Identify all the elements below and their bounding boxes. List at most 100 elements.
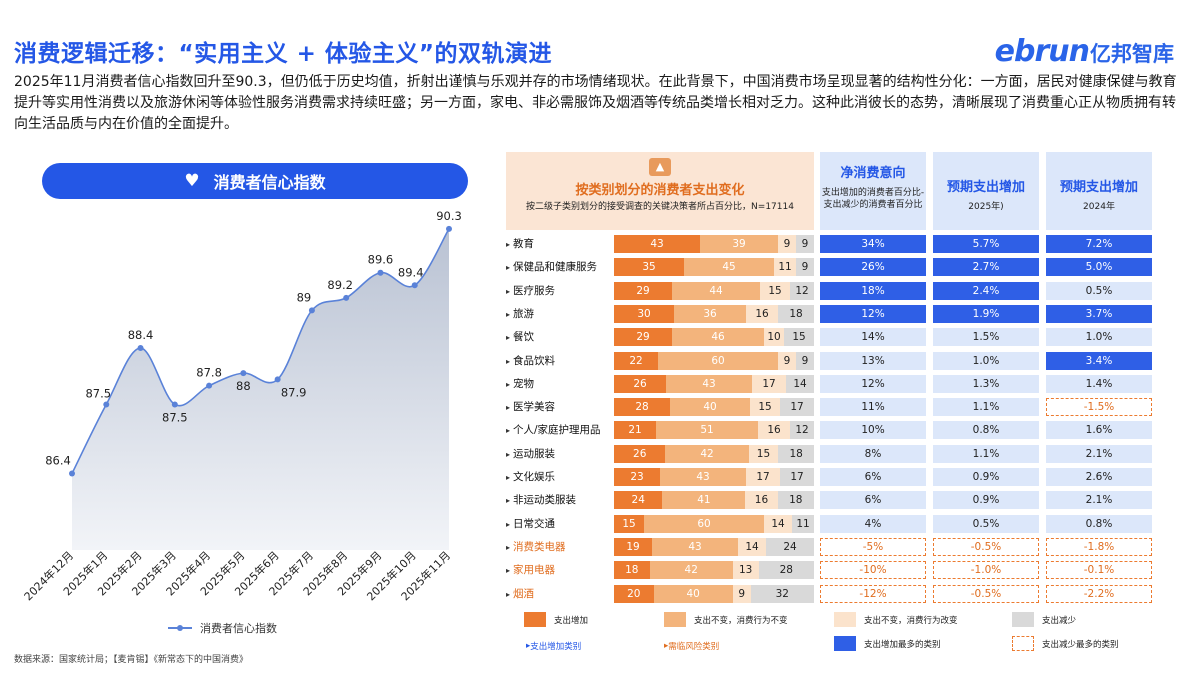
brand-logo: ebrun 亿邦智库 — [995, 34, 1174, 69]
bar-segment-behavior-changed: 9 — [778, 235, 796, 253]
legend-most-increase: 支出增加最多的类别 — [834, 636, 941, 651]
stacked-bar: 24 41 16 18 — [614, 491, 814, 510]
bar-segment-behavior-changed: 16 — [746, 304, 778, 323]
legend-label-risk-category: 需临风险类别 — [668, 642, 720, 652]
row-category: 餐饮 — [506, 327, 614, 347]
cell-net-intent: 18% — [820, 281, 926, 300]
cell-expected-2024: 1.4% — [1046, 374, 1152, 393]
cell-expected-2025: 2.4% — [933, 281, 1039, 300]
stacked-bar: 30 36 16 18 — [614, 304, 814, 323]
cell-net-intent: 4% — [820, 514, 926, 533]
row-category: 个人/家庭护理用品 — [506, 420, 614, 440]
cell-expected-2025: -0.5% — [933, 537, 1039, 556]
bar-segment-decrease: 18 — [777, 491, 814, 510]
bar-segment-decrease: 9 — [796, 351, 814, 370]
data-label: 87.9 — [281, 385, 307, 399]
chart-legend: 消费者信心指数 — [168, 620, 277, 636]
data-label: 89.6 — [368, 253, 394, 267]
cell-expected-2024: 0.5% — [1046, 281, 1152, 300]
row-category: 医疗服务 — [506, 281, 614, 301]
bar-segment-decrease: 9 — [796, 258, 814, 277]
stacked-bar: 43 39 9 9 — [614, 235, 814, 253]
bar-segment-behavior-changed: 15 — [748, 444, 779, 463]
cell-net-intent: 14% — [820, 328, 926, 347]
data-point — [274, 376, 281, 383]
bar-segment-behavior-changed: 15 — [750, 398, 780, 417]
legend-swatch-behavior-changed — [834, 612, 856, 627]
bar-segment-unchanged: 41 — [662, 491, 746, 510]
heart-icon: ♥ — [184, 171, 200, 191]
header-expected-2025: 预期支出增加 2025年) — [933, 152, 1039, 230]
legend-label-increase: 支出增加 — [554, 615, 589, 626]
bar-segment-decrease: 12 — [790, 281, 814, 300]
stacked-bar: 18 42 13 28 — [614, 561, 814, 580]
stacked-bar: 15 60 14 11 — [614, 514, 814, 533]
legend-label-increase-category: 支出增加类别 — [530, 642, 582, 652]
cell-expected-2024: 2.1% — [1046, 491, 1152, 510]
cell-expected-2024: 1.6% — [1046, 421, 1152, 440]
cell-expected-2025: 0.9% — [933, 491, 1039, 510]
cell-expected-2025: 1.1% — [933, 444, 1039, 463]
logo-en: ebrun — [994, 34, 1090, 69]
stacked-bar: 23 43 17 17 — [614, 468, 814, 486]
bar-segment-unchanged: 42 — [649, 561, 733, 580]
bar-segment-decrease: 11 — [792, 514, 814, 533]
cell-expected-2025: 1.9% — [933, 304, 1039, 323]
cell-expected-2024: 2.1% — [1046, 444, 1152, 463]
legend-label-behavior-changed: 支出不变，消费行为改变 — [864, 615, 958, 626]
data-point — [206, 382, 213, 389]
cell-net-intent: 8% — [820, 444, 926, 463]
row-category: 保健品和健康服务 — [506, 257, 614, 277]
data-label: 88.4 — [128, 328, 154, 342]
stacked-bar: 28 40 15 17 — [614, 398, 814, 417]
bar-segment-unchanged: 44 — [672, 281, 760, 300]
legend-most-decrease: 支出减少最多的类别 — [1012, 636, 1119, 651]
legend-swatch-most-increase — [834, 636, 856, 651]
bar-segment-behavior-changed: 10 — [764, 328, 784, 347]
bar-segment-unchanged: 43 — [666, 374, 752, 393]
cell-expected-2024: 2.6% — [1046, 468, 1152, 486]
legend-swatch-unchanged — [664, 612, 686, 627]
cell-expected-2024: 3.7% — [1046, 304, 1152, 323]
stacked-bar: 26 42 15 18 — [614, 444, 814, 463]
cell-expected-2025: 1.0% — [933, 351, 1039, 370]
cell-expected-2024: 1.0% — [1046, 328, 1152, 347]
data-label: 88 — [236, 379, 251, 393]
legend-decrease: 支出减少 — [1012, 612, 1076, 627]
cell-net-intent: -10% — [820, 561, 926, 580]
cell-expected-2025: -1.0% — [933, 561, 1039, 580]
bar-segment-unchanged: 43 — [652, 537, 738, 556]
data-point — [446, 225, 452, 232]
cell-net-intent: 12% — [820, 304, 926, 323]
legend-increase-category: ▸ 支出增加类别 — [526, 640, 581, 652]
series-line — [71, 228, 450, 474]
stacked-bar: 35 45 11 9 — [614, 258, 814, 277]
data-point — [103, 401, 110, 408]
bar-segment-unchanged: 40 — [670, 398, 750, 417]
row-category: 医学美容 — [506, 397, 614, 417]
bar-segment-behavior-changed: 13 — [732, 561, 759, 580]
legend-unchanged: 支出不变，消费行为不变 — [664, 612, 788, 627]
data-point — [69, 470, 75, 477]
bar-segment-behavior-changed: 11 — [774, 258, 796, 277]
data-label: 90.3 — [436, 209, 462, 223]
row-category: 教育 — [506, 234, 614, 254]
cell-expected-2024: 0.8% — [1046, 514, 1152, 533]
bar-segment-unchanged: 60 — [644, 514, 764, 533]
bar-segment-unchanged: 45 — [684, 258, 774, 277]
bar-segment-behavior-changed: 14 — [764, 514, 792, 533]
bar-segment-decrease: 12 — [790, 421, 814, 440]
legend-label-most-decrease: 支出减少最多的类别 — [1042, 639, 1119, 650]
page-title: 消费逻辑迁移：“实用主义 + 体验主义”的双轨演进 — [14, 41, 553, 67]
data-point — [240, 370, 247, 377]
row-category: 消费类电器 — [506, 537, 614, 557]
bar-segment-unchanged: 39 — [700, 235, 778, 253]
